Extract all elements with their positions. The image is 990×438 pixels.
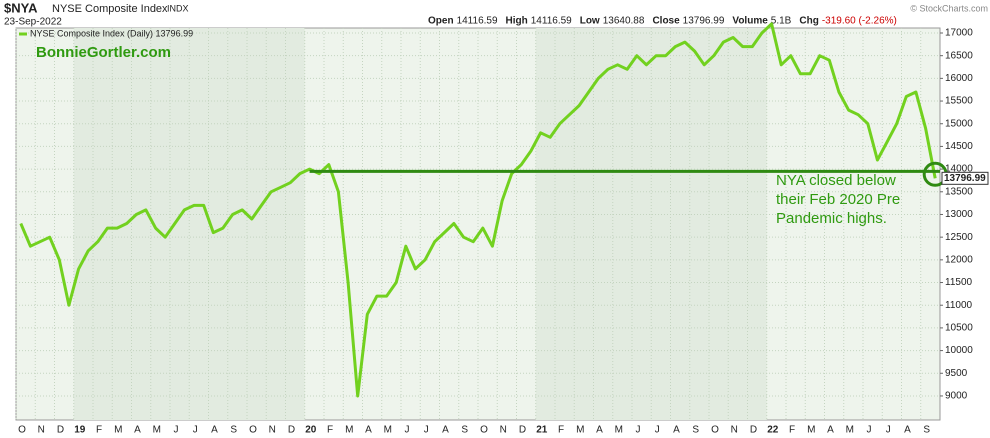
x-tick-label: A: [596, 425, 603, 436]
quote-label: Low: [580, 16, 600, 27]
quote-label: High: [506, 16, 528, 27]
y-tick-label: 12000: [945, 254, 973, 265]
symbol: $NYA: [4, 0, 38, 15]
x-tick-label: O: [249, 425, 257, 436]
plot: O N D 19 F M A M J J A S O N D 20 F M A M J J A S O N D 21 F M A M J J A S O…: [15, 22, 989, 436]
x-tick-label: 19: [74, 425, 86, 436]
y-tick-label: 9000: [945, 391, 968, 402]
x-tick-label: J: [867, 425, 872, 436]
x-tick-label: J: [655, 425, 660, 436]
x-tick-label: M: [384, 425, 392, 436]
index-name: NYSE Composite Index: [52, 3, 168, 15]
x-tick-label: M: [114, 425, 122, 436]
y-tick-label: 13500: [945, 186, 973, 197]
x-tick-label: S: [923, 425, 930, 436]
y-tick-label: 17000: [945, 28, 973, 39]
x-tick-label: N: [731, 425, 738, 436]
x-tick-label: M: [846, 425, 854, 436]
x-tick-label: S: [230, 425, 237, 436]
x-tick-label: F: [558, 425, 564, 436]
x-tick-label: S: [461, 425, 468, 436]
watermark: BonnieGortler.com: [36, 44, 171, 61]
x-tick-label: A: [827, 425, 834, 436]
x-tick-label: A: [211, 425, 218, 436]
price-line: [19, 22, 937, 398]
x-tick-label: M: [807, 425, 815, 436]
quote-label: Open: [428, 16, 454, 27]
x-tick-label: A: [442, 425, 449, 436]
y-tick-label: 12500: [945, 232, 973, 243]
x-tick-label: N: [38, 425, 45, 436]
quote-value: 14116.59: [531, 16, 572, 27]
x-tick-label: A: [904, 425, 911, 436]
y-tick-label: 15000: [945, 118, 973, 129]
x-tick-label: O: [18, 425, 26, 436]
quote-value: -319.60 (-2.26%): [822, 16, 897, 27]
quote: Open 14116.59 High 14116.59 Low 13640.88 Close…: [428, 16, 897, 27]
x-tick-label: F: [789, 425, 795, 436]
x-tick-label: J: [405, 425, 410, 436]
y-tick-label: 11000: [945, 300, 973, 311]
x-tick-label: S: [692, 425, 699, 436]
x-tick-label: F: [327, 425, 333, 436]
y-tick-label: 10500: [945, 323, 973, 334]
y-tick-label: 10000: [945, 345, 973, 356]
quote-label: Chg: [799, 16, 818, 27]
x-tick-label: M: [615, 425, 623, 436]
x-tick-label: J: [193, 425, 198, 436]
x-tick-label: O: [480, 425, 488, 436]
x-tick-label: 22: [767, 425, 779, 436]
quote-value: 13640.88: [603, 16, 645, 27]
last-value-label: 13796.99: [944, 173, 986, 184]
exchange: INDX: [167, 3, 189, 13]
y-tick-label: 9500: [945, 368, 968, 379]
x-tick-label: O: [711, 425, 719, 436]
y-tick-label: 15500: [945, 96, 973, 107]
x-tick-label: J: [636, 425, 641, 436]
x-tick-label: D: [57, 425, 64, 436]
y-tick-label: 13000: [945, 209, 973, 220]
quote-value: 5.1B: [771, 16, 792, 27]
quote-value: 13796.99: [683, 16, 725, 27]
credit: © StockCharts.com: [910, 3, 988, 13]
x-tick-label: M: [153, 425, 161, 436]
x-tick-label: D: [288, 425, 295, 436]
x-tick-label: D: [750, 425, 757, 436]
x-tick-label: A: [673, 425, 680, 436]
x-tick-label: 21: [536, 425, 548, 436]
y-tick-label: 14000: [945, 164, 973, 175]
annotation: NYA closed below: [776, 172, 896, 189]
x-tick-label: M: [576, 425, 584, 436]
x-tick-label: N: [500, 425, 507, 436]
y-tick-label: 14500: [945, 141, 973, 152]
annotation: Pandemic highs.: [776, 210, 887, 227]
y-tick-label: 11500: [945, 277, 973, 288]
x-tick-label: 20: [305, 425, 317, 436]
quote-label: Volume: [732, 16, 768, 27]
quote-label: Close: [652, 16, 680, 27]
x-tick-label: N: [269, 425, 276, 436]
x-tick-label: A: [365, 425, 372, 436]
x-tick-label: M: [345, 425, 353, 436]
x-tick-label: A: [134, 425, 141, 436]
quote-value: 14116.59: [457, 16, 498, 27]
annotation: their Feb 2020 Pre: [776, 191, 900, 208]
y-tick-label: 16000: [945, 73, 973, 84]
x-tick-label: J: [424, 425, 429, 436]
x-tick-label: D: [519, 425, 526, 436]
y-tick-label: 16500: [945, 50, 973, 61]
x-tick-label: F: [96, 425, 102, 436]
x-tick-label: J: [886, 425, 891, 436]
date: 23-Sep-2022: [4, 17, 62, 28]
last-value-box: [941, 171, 989, 185]
x-tick-label: J: [174, 425, 179, 436]
legend: NYSE Composite Index (Daily) 13796.99: [30, 28, 193, 38]
